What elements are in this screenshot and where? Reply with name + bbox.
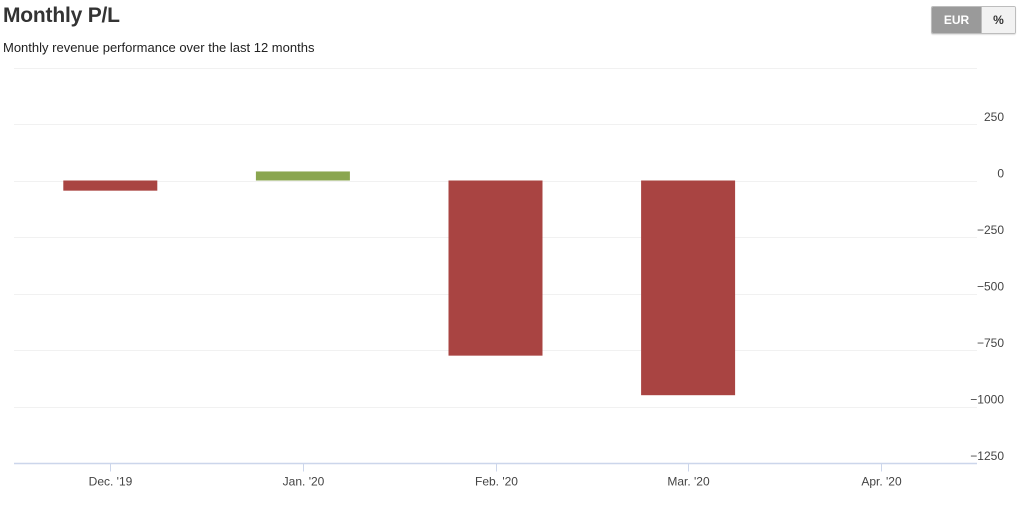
bar-0[interactable] <box>63 180 158 191</box>
x-tick-label: Jan. '20 <box>283 475 325 489</box>
chart-title: Monthly P/L <box>3 4 120 27</box>
y-tick-label: 250 <box>984 110 1004 124</box>
y-tick-label: −500 <box>977 280 1004 294</box>
bars <box>63 171 736 396</box>
x-tick-label: Apr. '20 <box>861 475 902 489</box>
x-tick-label: Dec. '19 <box>89 475 133 489</box>
eur-toggle-button[interactable]: EUR <box>932 7 981 33</box>
bar-2[interactable] <box>448 180 543 356</box>
y-tick-label: −1250 <box>970 449 1004 463</box>
x-tick-label: Mar. '20 <box>667 475 710 489</box>
currency-toggle: EUR % <box>931 6 1016 34</box>
y-tick-label: −250 <box>977 223 1004 237</box>
x-tick-label: Feb. '20 <box>475 475 518 489</box>
y-tick-label: −1000 <box>970 393 1004 407</box>
axes: Dec. '19 Jan. '20 Feb. '20 Mar. '20 Apr. '20… <box>14 110 1004 489</box>
bar-3[interactable] <box>641 180 736 396</box>
y-tick-label: −750 <box>977 336 1004 350</box>
chart-subtitle: Monthly revenue performance over the las… <box>3 40 315 55</box>
y-tick-label: 0 <box>997 167 1004 181</box>
percent-toggle-button[interactable]: % <box>981 7 1015 33</box>
bar-1[interactable] <box>255 171 350 181</box>
